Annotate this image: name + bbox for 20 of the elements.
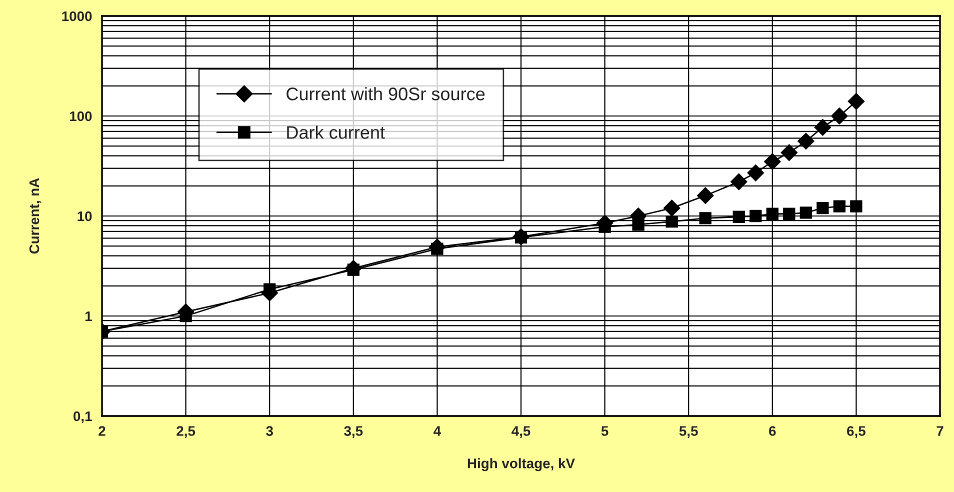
x-tick-label: 7	[936, 426, 944, 436]
x-tick-label: 4	[434, 426, 441, 436]
x-tick-label: 6,5	[847, 426, 866, 438]
y-axis-title: Current, nA	[29, 178, 42, 254]
x-axis-title: High voltage, kV	[468, 458, 575, 472]
x-tick-label: 2	[98, 426, 106, 436]
x-tick-label: 2,5	[176, 426, 196, 438]
y-tick-label: 0,1	[74, 411, 92, 424]
x-tick-label: 5	[601, 426, 608, 436]
x-tick-label: 3,5	[344, 426, 363, 438]
y-tick-label: 100	[70, 111, 92, 122]
legend-label: Dark current	[287, 126, 385, 139]
x-tick-label: 5,5	[679, 426, 698, 438]
x-tick-label: 4,5	[512, 426, 530, 438]
y-tick-label: 10	[78, 211, 92, 222]
x-tick-label: 6	[769, 426, 776, 436]
y-tick-label: 1000	[62, 11, 92, 22]
x-tick-label: 3	[266, 426, 273, 436]
legend-label: Current with 90Sr source	[286, 87, 485, 100]
y-tick-label: 1	[85, 311, 92, 322]
